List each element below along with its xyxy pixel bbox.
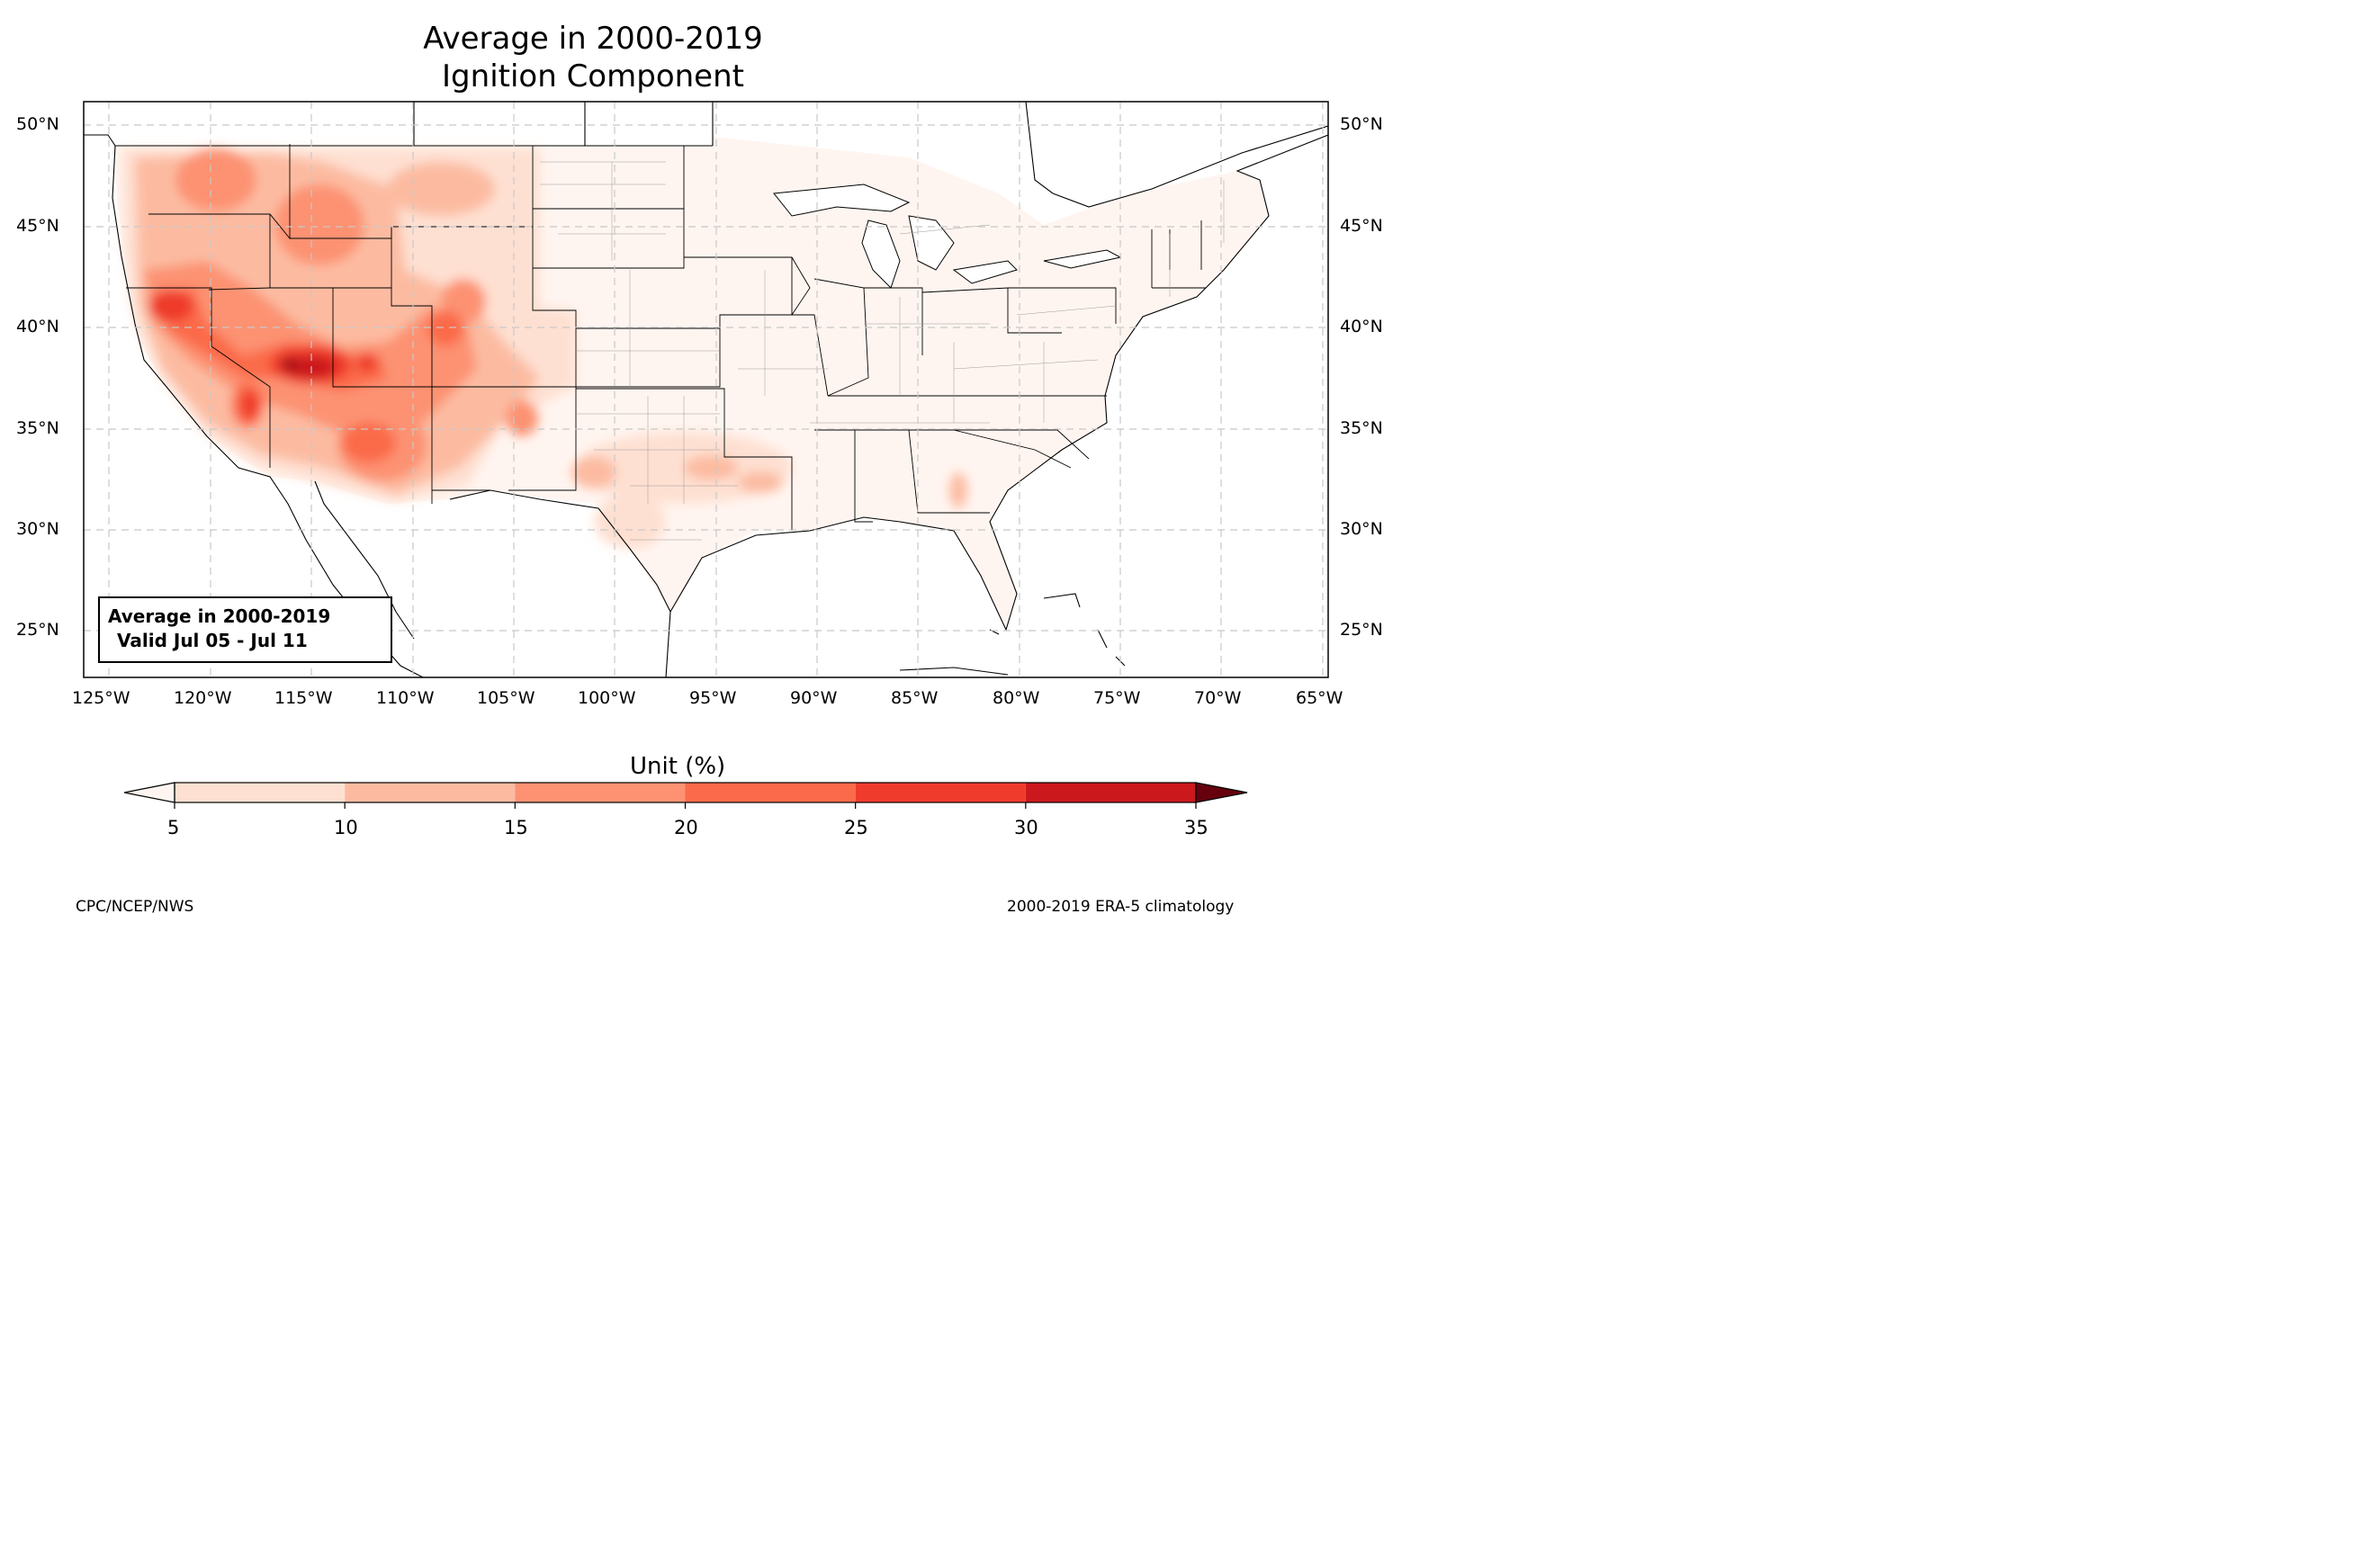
- ignition-contour-10-15: [571, 456, 616, 488]
- colorbar-tick-label: 20: [674, 817, 698, 838]
- lat-tick-label-right: 35°N: [1340, 418, 1383, 438]
- colorbar-extend-max: [1195, 782, 1248, 803]
- lat-tick-label: 25°N: [16, 620, 59, 640]
- colorbar-bin-10-15: [345, 783, 516, 802]
- ignition-contour-10-15: [949, 472, 967, 508]
- colorbar-bin-5-10: [175, 783, 346, 802]
- colorbar-bin-25-30: [855, 783, 1026, 802]
- ignition-contour-10-15: [684, 455, 738, 480]
- ignition-contour-20-25: [427, 310, 463, 346]
- footer-left: CPC/NCEP/NWS: [76, 898, 194, 916]
- ignition-contour-15-20: [175, 148, 256, 211]
- ignition-field: [121, 148, 967, 549]
- colorbar-tick-label: 30: [1014, 817, 1038, 838]
- lon-tick-label: 110°W: [376, 688, 435, 708]
- ignition-contour-20-25: [342, 423, 396, 462]
- state-borders: [115, 144, 1206, 531]
- ignition-contour-25-30: [356, 354, 378, 372]
- lat-tick-label-right: 30°N: [1340, 519, 1383, 539]
- lon-tick-label: 75°W: [1093, 688, 1141, 708]
- lat-tick-label-right: 40°N: [1340, 317, 1383, 336]
- ignition-contour-15-20: [506, 400, 538, 436]
- colorbar: [123, 782, 1248, 809]
- colorbar-tick-label: 15: [504, 817, 528, 838]
- info-box-line2: Valid Jul 05 - Jul 11: [117, 630, 308, 651]
- lon-tick-label: 120°W: [174, 688, 232, 708]
- map-gridlines: [84, 102, 1328, 677]
- lat-tick-label: 45°N: [16, 216, 59, 236]
- lon-tick-label: 95°W: [689, 688, 737, 708]
- map-frame: [83, 101, 1329, 678]
- colorbar-bin-15-20: [515, 783, 686, 802]
- colorbar-tick-label: 5: [167, 817, 180, 838]
- lon-tick-label: 125°W: [72, 688, 130, 708]
- info-box-line1: Average in 2000-2019: [108, 605, 331, 627]
- colorbar-bin-30-35: [1025, 783, 1196, 802]
- footer-right: 2000-2019 ERA-5 climatology: [1007, 898, 1235, 916]
- ignition-contour-25-30: [148, 290, 193, 322]
- colorbar-extend-min: [123, 782, 175, 803]
- colorbar-bin-20-25: [685, 783, 856, 802]
- lon-tick-label: 70°W: [1194, 688, 1242, 708]
- lat-tick-label: 50°N: [16, 114, 59, 134]
- lon-tick-label: 100°W: [578, 688, 636, 708]
- lon-tick-label: 90°W: [790, 688, 838, 708]
- ignition-contour-30-35: [281, 357, 299, 372]
- lat-tick-label: 30°N: [16, 519, 59, 539]
- lon-tick-label: 85°W: [891, 688, 939, 708]
- chart-title-line1: Average in 2000-2019: [423, 21, 763, 57]
- colorbar-tick-label: 10: [334, 817, 358, 838]
- info-box: [98, 596, 392, 663]
- lon-tick-label: 105°W: [477, 688, 535, 708]
- chart-title-line2: Ignition Component: [442, 58, 744, 94]
- map-panel: [83, 101, 1329, 678]
- lat-tick-label-right: 50°N: [1340, 114, 1383, 134]
- colorbar-tick-label: 35: [1184, 817, 1208, 838]
- colorbar-tick-label: 25: [844, 817, 868, 838]
- colorbar-label: Unit (%): [630, 753, 726, 780]
- county-lines: [540, 161, 1225, 541]
- lat-tick-label-right: 45°N: [1340, 216, 1383, 236]
- ignition-contour-15-20: [274, 184, 364, 265]
- lat-tick-label-right: 25°N: [1340, 620, 1383, 640]
- lat-tick-label: 40°N: [16, 317, 59, 336]
- lat-tick-label: 35°N: [16, 418, 59, 438]
- lon-tick-label: 65°W: [1296, 688, 1343, 708]
- lon-tick-label: 115°W: [274, 688, 333, 708]
- ignition-contour-25-30: [241, 390, 259, 419]
- ignition-contour-10-15: [738, 471, 783, 493]
- lon-tick-label: 80°W: [993, 688, 1040, 708]
- ignition-contour-10-15: [387, 162, 495, 216]
- ignition-contour-5-10: [594, 495, 666, 549]
